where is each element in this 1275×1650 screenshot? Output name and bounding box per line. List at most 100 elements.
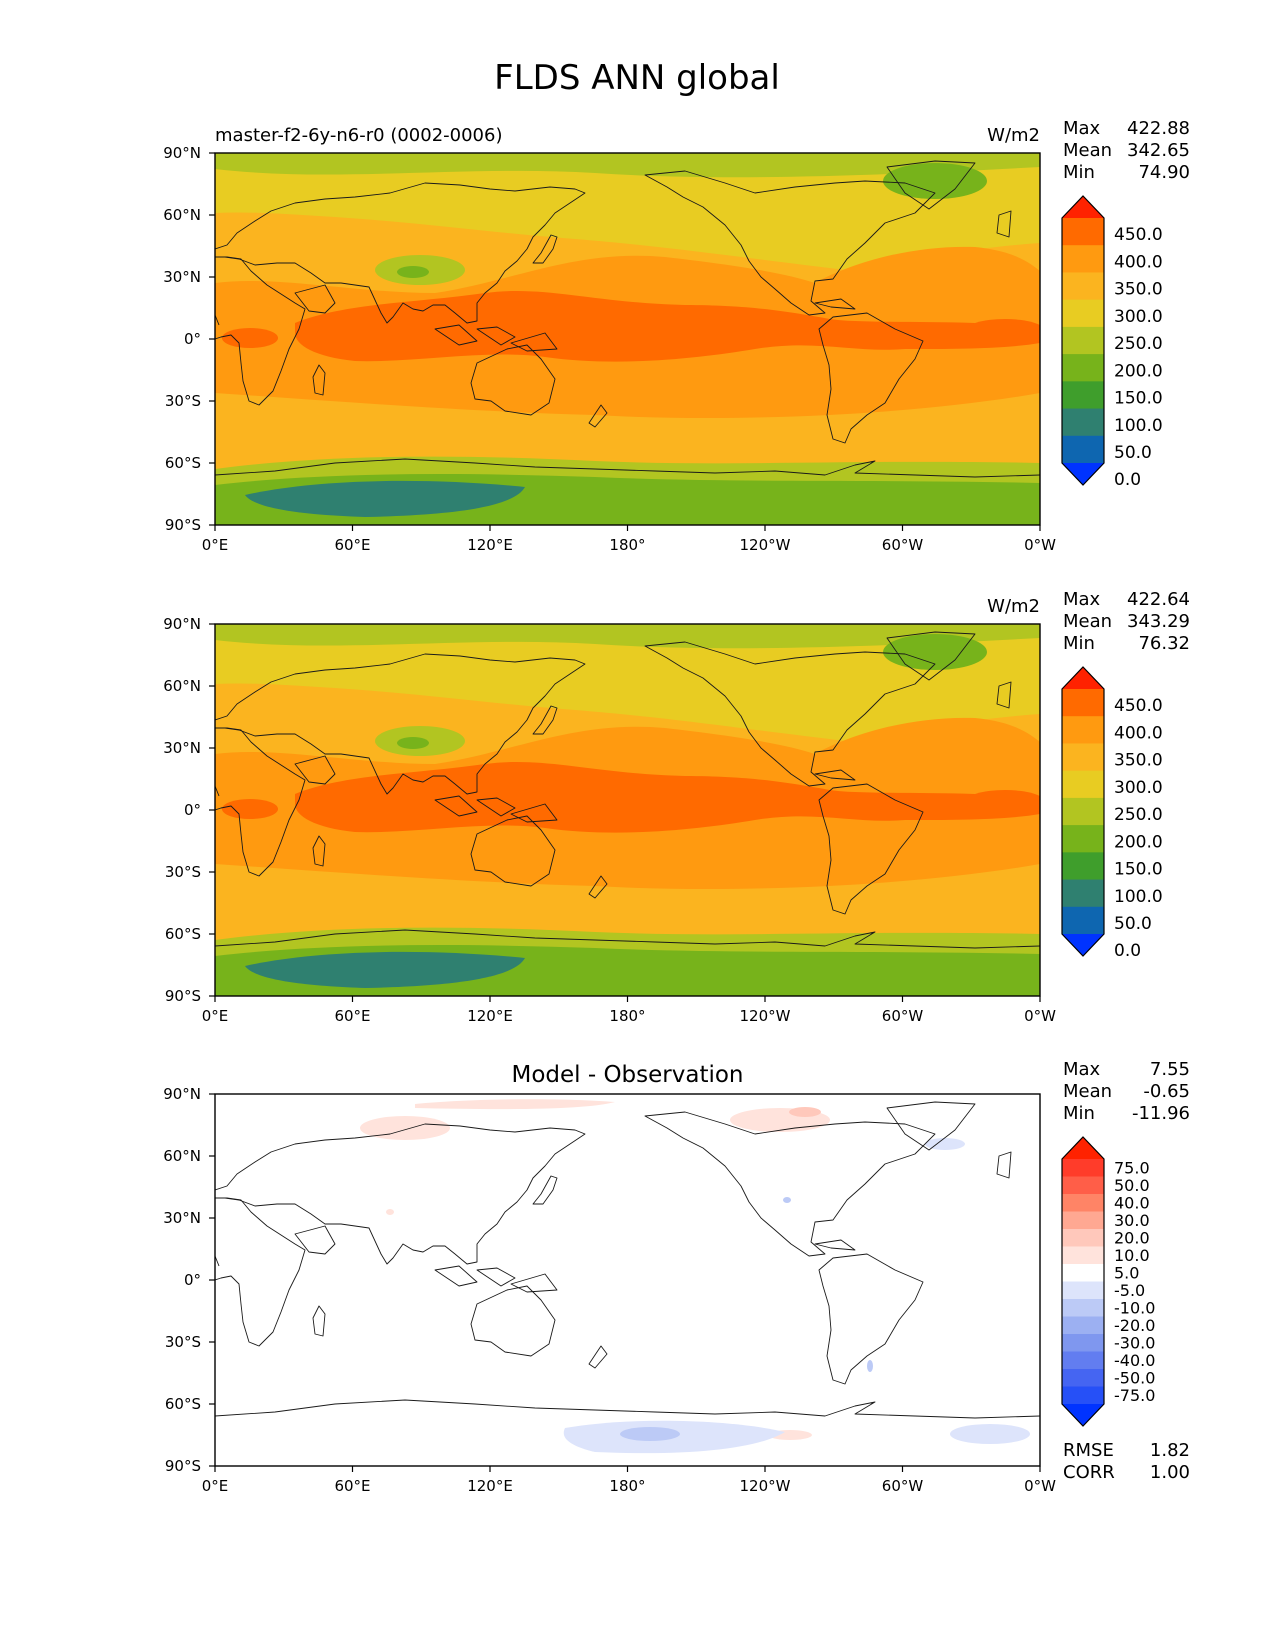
- colorbar-segment: [1062, 1299, 1104, 1317]
- colorbar-label: -50.0: [1114, 1369, 1155, 1388]
- colorbar-label: 350.0: [1114, 751, 1163, 771]
- lat-tick-label: 90°N: [163, 1085, 201, 1103]
- metric-value: 1.00: [1150, 1462, 1190, 1483]
- colorbar-label: 250.0: [1114, 805, 1163, 825]
- colorbar-label: 30.0: [1114, 1211, 1150, 1230]
- lon-tick-label: 60°E: [334, 1477, 370, 1495]
- lon-tick-label: 120°E: [467, 1007, 513, 1025]
- stat-label: Max: [1063, 1059, 1101, 1080]
- colorbar-label: 200.0: [1114, 832, 1163, 852]
- lon-tick-label: 180°: [609, 536, 645, 554]
- stat-value: 343.29: [1127, 611, 1190, 632]
- colorbar-segment: [1062, 299, 1104, 328]
- colorbar-label: 50.0: [1114, 443, 1152, 463]
- colorbar-label: 75.0: [1114, 1159, 1150, 1178]
- colorbar-label: 300.0: [1114, 307, 1163, 327]
- colorbar-segment: [1062, 1211, 1104, 1230]
- stat-label: Max: [1063, 118, 1101, 139]
- lat-tick-label: 30°S: [165, 1333, 201, 1351]
- lat-tick-label: 30°N: [163, 268, 201, 286]
- colorbar-segment: [1062, 770, 1104, 799]
- colorbar-label: 50.0: [1114, 914, 1152, 934]
- colorbar-label: 400.0: [1114, 252, 1163, 272]
- colorbar-segment: [1062, 852, 1104, 881]
- colorbar-extend-min: [1062, 1404, 1104, 1426]
- lon-tick-label: 60°W: [882, 1007, 924, 1025]
- lat-tick-label: 90°S: [165, 987, 201, 1005]
- colorbar-label: 450.0: [1114, 696, 1163, 716]
- lat-tick-label: 60°N: [163, 206, 201, 224]
- colorbar-segment: [1062, 1194, 1104, 1212]
- map-panel-2: 90°N 60°N 30°N 0° 30°S 60°S 90°S0°E 60°E 120°E 18…: [163, 589, 1190, 1025]
- metric-label: CORR: [1063, 1462, 1115, 1483]
- colorbar-label: 0.0: [1114, 941, 1141, 961]
- stat-value: 76.32: [1138, 633, 1190, 654]
- map-field: [215, 153, 1040, 525]
- colorbar-label: 100.0: [1114, 887, 1163, 907]
- colorbar: 450.0 400.0 350.0 300.0 250.0 200.0 150.0 100.0…: [1061, 666, 1163, 961]
- lon-tick-label: 60°W: [882, 1477, 924, 1495]
- colorbar-label: -5.0: [1114, 1281, 1145, 1300]
- stat-value: 342.65: [1127, 140, 1190, 161]
- colorbar-segment: [1062, 381, 1104, 410]
- lat-tick-label: 90°S: [165, 1457, 201, 1475]
- lon-tick-label: 120°E: [467, 536, 513, 554]
- lon-tick-label: 60°E: [334, 1007, 370, 1025]
- colorbar-extend-max: [1062, 196, 1104, 218]
- colorbar-segment: [1062, 743, 1104, 772]
- lat-tick-label: 0°: [184, 330, 201, 348]
- colorbar-segment: [1062, 716, 1104, 744]
- colorbar-segment: [1062, 354, 1104, 382]
- colorbar-label: 100.0: [1114, 416, 1163, 436]
- lat-tick-label: 0°: [184, 801, 201, 819]
- lon-tick-label: 180°: [609, 1007, 645, 1025]
- colorbar-label: 300.0: [1114, 778, 1163, 798]
- colorbar-segment: [1062, 435, 1104, 464]
- lat-tick-label: 60°S: [165, 1395, 201, 1413]
- colorbar: 450.0 400.0 350.0 300.0 250.0 200.0 150.0 100.0…: [1061, 195, 1163, 490]
- colorbar-segment: [1062, 1264, 1104, 1282]
- colorbar-label: -75.0: [1114, 1386, 1155, 1405]
- figure-title: FLDS ANN global: [494, 58, 780, 98]
- panel-left-title: master-f2-6y-n6-r0 (0002-0006): [215, 125, 502, 146]
- lat-tick-label: 30°S: [165, 392, 201, 410]
- colorbar-segment: [1062, 797, 1104, 826]
- lon-tick-label: 120°W: [740, 536, 791, 554]
- colorbar-segment: [1062, 1281, 1104, 1300]
- colorbar-segment: [1062, 326, 1104, 355]
- colorbar-extend-min: [1062, 463, 1104, 485]
- stat-label: Min: [1063, 162, 1095, 183]
- map-panel-3: 90°N 60°N 30°N 0° 30°S 60°S 90°S0°E 60°E 120°E 18…: [163, 1059, 1190, 1495]
- colorbar-label: -30.0: [1114, 1334, 1155, 1353]
- lon-tick-label: 60°E: [334, 536, 370, 554]
- colorbar-label: 5.0: [1114, 1264, 1139, 1283]
- stat-value: 422.88: [1127, 118, 1190, 139]
- colorbar-label: 150.0: [1114, 860, 1163, 880]
- stat-label: Min: [1063, 1103, 1095, 1124]
- colorbar-label: 50.0: [1114, 1176, 1150, 1195]
- lat-tick-label: 60°S: [165, 925, 201, 943]
- lat-tick-label: 30°N: [163, 1209, 201, 1227]
- stat-value: -11.96: [1132, 1103, 1190, 1124]
- stat-label: Max: [1063, 589, 1101, 610]
- stat-label: Min: [1063, 633, 1095, 654]
- lon-tick-label: 0°W: [1024, 536, 1056, 554]
- lon-tick-label: 0°W: [1024, 1477, 1056, 1495]
- colorbar-segment: [1062, 1176, 1104, 1195]
- lon-tick-label: 180°: [609, 1477, 645, 1495]
- stat-label: Mean: [1063, 140, 1112, 161]
- colorbar-segment: [1062, 689, 1104, 717]
- lon-tick-label: 120°W: [740, 1007, 791, 1025]
- colorbar-segment: [1062, 879, 1104, 908]
- colorbar-label: 150.0: [1114, 389, 1163, 409]
- colorbar: 75.050.040.030.020.010.05.0-5.0-10.0-20.…: [1061, 1136, 1155, 1427]
- colorbar-label: 350.0: [1114, 280, 1163, 300]
- stat-value: 422.64: [1127, 589, 1190, 610]
- colorbar-segment: [1062, 245, 1104, 273]
- stat-value: 7.55: [1150, 1059, 1190, 1080]
- colorbar-segment: [1062, 825, 1104, 853]
- colorbar-segment: [1062, 218, 1104, 246]
- lon-tick-label: 0°E: [202, 1007, 229, 1025]
- colorbar-segment: [1062, 408, 1104, 437]
